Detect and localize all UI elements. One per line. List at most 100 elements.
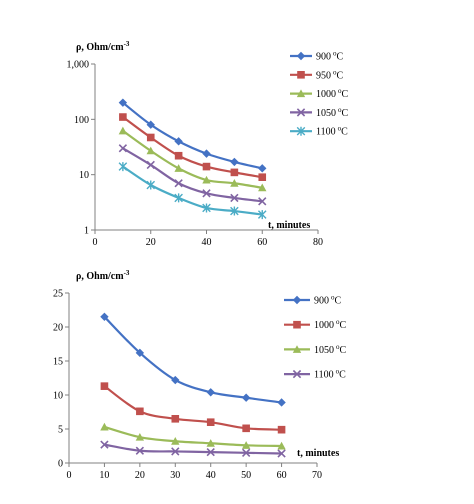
resistivity-linear-chart: 0 5 10 15 20 25 0 10 20 30 40 50 60 70 ρ, Ohm/cm-3 t, m… xyxy=(53,269,347,481)
data-point xyxy=(146,160,155,170)
data-point xyxy=(206,388,215,397)
data-point xyxy=(202,175,211,184)
data-point xyxy=(230,179,239,187)
legend-label: 1000 oC xyxy=(314,318,347,331)
series-line xyxy=(122,101,263,170)
data-point xyxy=(206,447,215,457)
data-point xyxy=(118,126,128,135)
data-point xyxy=(171,415,180,423)
legend-marker xyxy=(293,320,301,329)
legend-item: 950 oC xyxy=(290,68,344,81)
data-point xyxy=(100,312,109,321)
x-tick-label: 70 xyxy=(312,470,322,481)
data-point xyxy=(118,144,128,153)
data-point xyxy=(135,432,145,441)
legend-label: 950 oC xyxy=(316,68,344,81)
legend-marker xyxy=(296,108,306,117)
resistivity-log-chart: 1 10 100 1,000 0 20 40 60 80 ρ, Ohm/cm-3 t, minute… xyxy=(67,40,349,248)
data-point xyxy=(257,210,267,220)
x-tick-label: 0 xyxy=(67,470,72,481)
legend-marker xyxy=(292,369,302,379)
data-point xyxy=(206,418,215,426)
y-tick-label: 10 xyxy=(53,391,63,402)
data-point xyxy=(242,424,250,433)
data-point xyxy=(230,193,239,203)
legend-marker xyxy=(296,126,306,136)
legend-marker xyxy=(296,89,306,98)
data-point xyxy=(174,137,183,146)
x-axis-label: t, minutes xyxy=(268,220,310,231)
series-1100 xyxy=(100,440,286,458)
data-point xyxy=(174,179,183,188)
x-tick-label: 20 xyxy=(146,237,156,248)
x-tick-label: 60 xyxy=(257,237,267,248)
y-tick-label: 25 xyxy=(53,289,63,300)
legend-item: 1050 oC xyxy=(284,343,347,356)
series-line xyxy=(103,316,282,404)
series-1100 xyxy=(118,162,267,220)
data-point xyxy=(202,203,211,213)
data-point xyxy=(136,407,144,416)
data-point xyxy=(230,168,239,177)
data-point xyxy=(202,162,211,171)
y-axis-label: ρ, Ohm/cm-3 xyxy=(76,40,130,53)
data-point xyxy=(241,441,251,449)
data-point xyxy=(241,448,251,457)
legend-label: 900 oC xyxy=(316,50,344,63)
legend-item: 1100 oC xyxy=(284,368,346,381)
series-line xyxy=(103,385,282,431)
y-tick-label: 1 xyxy=(84,226,89,237)
x-tick-label: 60 xyxy=(277,470,287,481)
y-tick-label: 20 xyxy=(53,323,63,334)
series-950 xyxy=(119,113,267,181)
x-tick-label: 40 xyxy=(202,237,212,248)
data-point xyxy=(146,133,155,142)
legend-label: 1000 oC xyxy=(316,87,349,100)
data-point xyxy=(119,113,127,121)
x-tick-label: 30 xyxy=(170,470,180,481)
series-1000 xyxy=(100,382,286,434)
legend-item: 1000 oC xyxy=(290,87,349,100)
data-point xyxy=(258,173,267,181)
legend-label: 1100 oC xyxy=(316,125,348,138)
data-point xyxy=(100,440,109,449)
legend-label: 1050 oC xyxy=(316,106,349,119)
legend-item: 900 oC xyxy=(284,294,342,307)
series-900 xyxy=(100,312,286,407)
data-point xyxy=(277,449,286,458)
data-point xyxy=(135,446,145,455)
data-point xyxy=(171,447,180,456)
legend-item: 1100 oC xyxy=(290,125,348,138)
x-tick-label: 80 xyxy=(313,237,323,248)
legend-label: 900 oC xyxy=(314,294,342,307)
y-tick-label: 10 xyxy=(79,170,89,181)
data-point xyxy=(146,146,155,155)
series-1050 xyxy=(118,144,267,206)
data-point xyxy=(230,157,239,167)
data-point xyxy=(171,375,180,385)
data-point xyxy=(146,120,155,129)
y-tick-label: 100 xyxy=(74,115,89,126)
legend-item: 1000 oC xyxy=(284,318,347,331)
legend-label: 1100 oC xyxy=(314,368,346,381)
legend-marker xyxy=(297,71,305,79)
y-tick-label: 0 xyxy=(58,459,63,470)
data-point xyxy=(202,149,211,158)
x-tick-label: 10 xyxy=(99,470,109,481)
data-point xyxy=(258,197,267,206)
data-point xyxy=(258,183,267,192)
x-tick-label: 40 xyxy=(206,470,216,481)
data-point xyxy=(241,393,251,402)
legend-marker xyxy=(292,295,302,305)
data-point xyxy=(277,398,286,407)
data-point xyxy=(174,164,183,172)
data-point xyxy=(258,164,267,173)
data-point xyxy=(202,189,211,198)
data-point xyxy=(174,193,183,203)
y-tick-label: 1,000 xyxy=(67,60,90,71)
series-line xyxy=(122,165,263,216)
y-tick-label: 5 xyxy=(58,425,63,436)
y-axis-label: ρ, Ohm/cm-3 xyxy=(76,269,130,282)
x-axis-label: t, minutes xyxy=(297,448,339,459)
